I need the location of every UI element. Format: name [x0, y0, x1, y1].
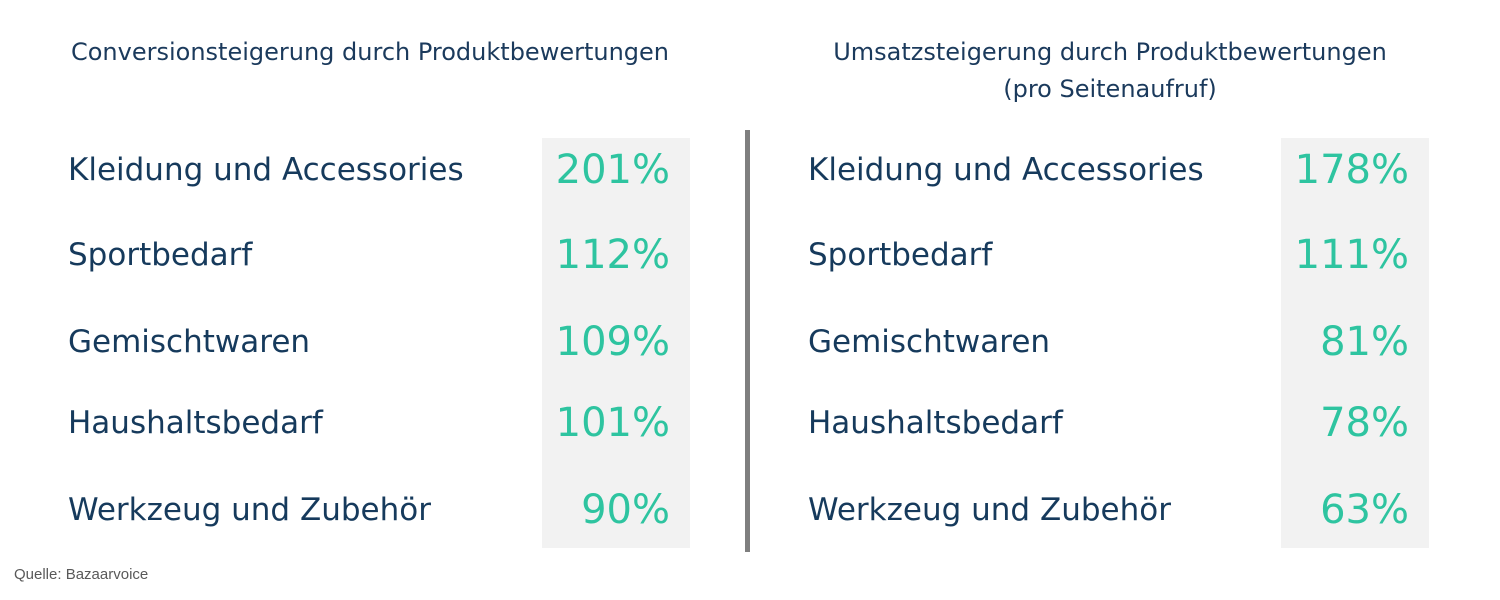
value-label: 81%	[1320, 319, 1409, 365]
value-label: 101%	[555, 400, 670, 446]
value-label: 201%	[555, 147, 670, 193]
value-label: 178%	[1294, 147, 1409, 193]
table-row: Werkzeug und Zubehör 90%	[0, 482, 740, 538]
category-label: Werkzeug und Zubehör	[808, 492, 1171, 528]
conversion-title-text: Conversionsteigerung durch Produktbewert…	[70, 38, 669, 66]
category-label: Kleidung und Accessories	[68, 152, 464, 188]
table-row: Werkzeug und Zubehör 63%	[740, 482, 1500, 538]
source-note: Quelle: Bazaarvoice	[14, 566, 149, 583]
table-row: Haushaltsbedarf 78%	[740, 395, 1500, 451]
table-row: Gemischtwaren 109%	[0, 314, 740, 370]
category-label: Sportbedarf	[68, 237, 253, 273]
value-label: 109%	[555, 319, 670, 365]
table-row: Sportbedarf 111%	[740, 227, 1500, 283]
category-label: Sportbedarf	[808, 237, 993, 273]
table-row: Kleidung und Accessories 201%	[0, 142, 740, 198]
table-row: Kleidung und Accessories 178%	[740, 142, 1500, 198]
category-label: Gemischtwaren	[808, 324, 1051, 360]
conversion-panel: Conversionsteigerung durch Produktbewert…	[0, 0, 740, 600]
category-label: Haushaltsbedarf	[808, 405, 1063, 441]
conversion-value-column	[542, 138, 690, 548]
revenue-subtitle-text: (pro Seitenaufruf)	[1003, 75, 1217, 103]
value-label: 90%	[581, 487, 670, 533]
revenue-panel: Umsatzsteigerung durch Produktbewertunge…	[740, 0, 1500, 600]
value-label: 111%	[1294, 232, 1409, 278]
table-row: Sportbedarf 112%	[0, 227, 740, 283]
table-row: Haushaltsbedarf 101%	[0, 395, 740, 451]
table-row: Gemischtwaren 81%	[740, 314, 1500, 370]
category-label: Haushaltsbedarf	[68, 405, 323, 441]
panel-divider	[745, 130, 750, 552]
category-label: Werkzeug und Zubehör	[68, 492, 431, 528]
value-label: 112%	[555, 232, 670, 278]
conversion-title: Conversionsteigerung durch Produktbewert…	[0, 34, 740, 71]
revenue-title-text: Umsatzsteigerung durch Produktbewertunge…	[833, 38, 1387, 66]
value-label: 78%	[1320, 400, 1409, 446]
revenue-value-column	[1281, 138, 1429, 548]
revenue-title: Umsatzsteigerung durch Produktbewertunge…	[740, 34, 1480, 108]
category-label: Kleidung und Accessories	[808, 152, 1204, 188]
value-label: 63%	[1320, 487, 1409, 533]
category-label: Gemischtwaren	[68, 324, 311, 360]
